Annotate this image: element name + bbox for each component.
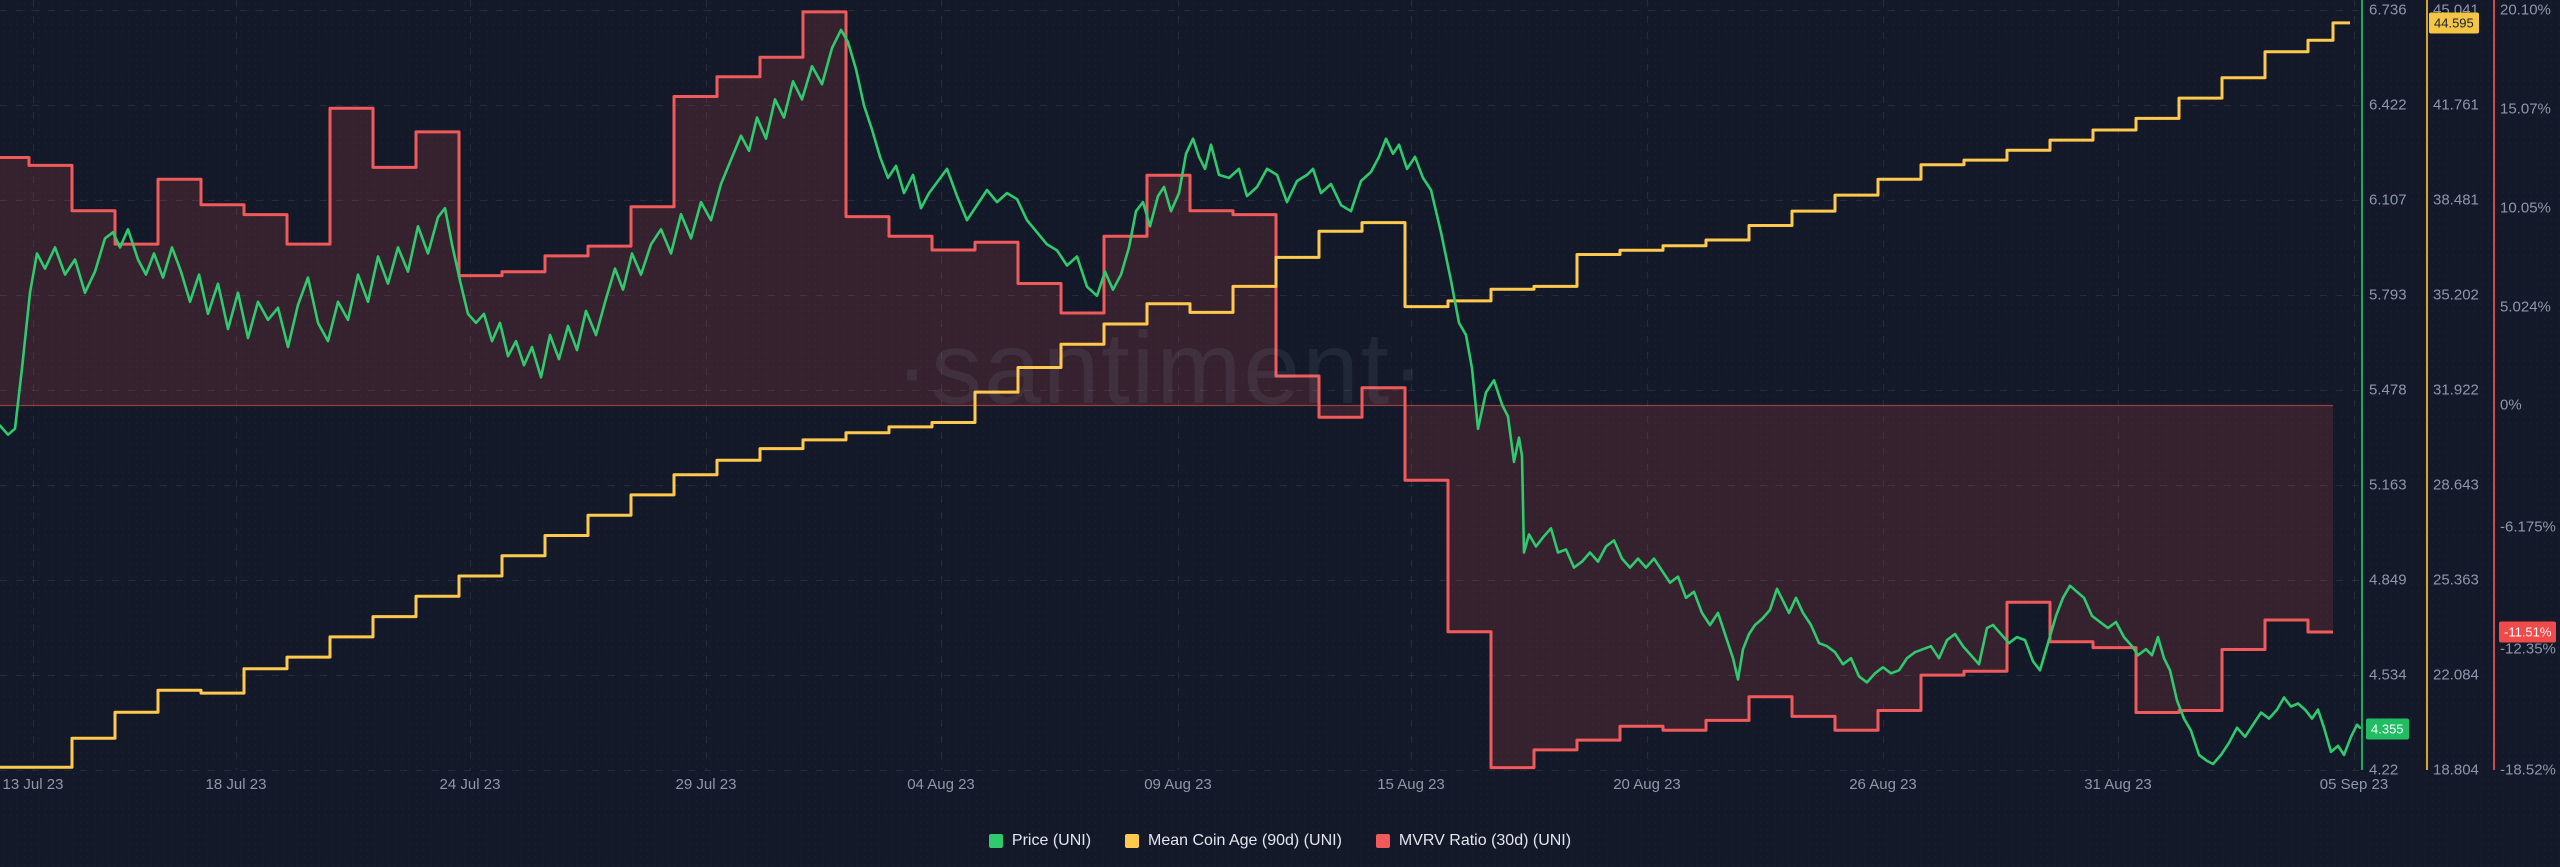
mvrv-axis-tick-label: 15.07% bbox=[2500, 100, 2551, 118]
price-axis-tick-label: 5.793 bbox=[2369, 286, 2407, 304]
mean-coin-age-legend-swatch-icon bbox=[1125, 834, 1140, 848]
x-axis-date-label: 13 Jul 23 bbox=[2, 776, 64, 793]
x-axis-date-label: 05 Sep 23 bbox=[2319, 776, 2389, 793]
price-axis-tick-label: 6.422 bbox=[2369, 96, 2407, 114]
price-axis-tick-label: 4.534 bbox=[2369, 666, 2407, 684]
price-line bbox=[0, 28, 2362, 766]
price-axis-tick-label: 6.107 bbox=[2369, 191, 2407, 209]
x-axis-date-label: 24 Jul 23 bbox=[439, 776, 501, 793]
x-axis-date-label: 18 Jul 23 bbox=[205, 776, 267, 793]
legend-label-mean-coin-age: Mean Coin Age (90d) (UNI) bbox=[1148, 832, 1342, 849]
mvrv-last-value-badge: -11.51% bbox=[2499, 621, 2557, 643]
legend: Price (UNI) Mean Coin Age (90d) (UNI) MV… bbox=[0, 828, 2560, 854]
mean-coin-age-axis-tick-label: 25.363 bbox=[2433, 571, 2479, 589]
price-last-value-badge: 4.355 bbox=[2366, 718, 2409, 740]
x-axis-date-label: 31 Aug 23 bbox=[2084, 776, 2152, 793]
price-axis-tick-label: 6.736 bbox=[2369, 1, 2407, 19]
price-axis-tick-label: 4.849 bbox=[2369, 571, 2407, 589]
price-axis-tick-label: 4.22 bbox=[2369, 761, 2399, 779]
x-axis-date-label: 29 Jul 23 bbox=[675, 776, 737, 793]
x-axis-date-label: 20 Aug 23 bbox=[1613, 776, 1681, 793]
mean-coin-age-axis-tick-label: 18.804 bbox=[2433, 761, 2479, 779]
mvrv-axis-tick-label: -6.175% bbox=[2500, 518, 2556, 536]
mvrv-legend-swatch-icon bbox=[1375, 834, 1390, 848]
legend-item-price[interactable]: Price (UNI) bbox=[988, 832, 1092, 850]
mvrv-axis-tick-label: 5.024% bbox=[2500, 298, 2551, 316]
mean-coin-age-axis-tick-label: 22.084 bbox=[2433, 666, 2479, 684]
mean-coin-age-axis-tick-label: 41.761 bbox=[2433, 96, 2479, 114]
mean-coin-age-axis-tick-label: 31.922 bbox=[2433, 381, 2479, 399]
price-axis-tick-label: 5.478 bbox=[2369, 381, 2407, 399]
x-axis-date-label: 26 Aug 23 bbox=[1849, 776, 1917, 793]
mean-coin-age-axis-tick-label: 28.643 bbox=[2433, 476, 2479, 494]
legend-label-mvrv: MVRV Ratio (30d) (UNI) bbox=[1398, 832, 1572, 849]
mvrv-axis-tick-label: -12.35% bbox=[2500, 640, 2556, 658]
mean-coin-age-last-value-badge: 44.595 bbox=[2429, 12, 2479, 34]
mean-coin-age-axis-tick-label: 38.481 bbox=[2433, 191, 2479, 209]
x-axis-date-label: 09 Aug 23 bbox=[1144, 776, 1212, 793]
x-axis-date-label: 04 Aug 23 bbox=[907, 776, 975, 793]
mvrv-axis-tick-label: 20.10% bbox=[2500, 1, 2551, 19]
santiment-watermark: ·santiment· bbox=[895, 311, 1428, 425]
mvrv-axis-tick-label: 10.05% bbox=[2500, 199, 2551, 217]
mvrv-axis-tick-label: 0% bbox=[2500, 396, 2522, 414]
price-legend-swatch-icon bbox=[988, 834, 1003, 848]
x-axis-date-label: 15 Aug 23 bbox=[1377, 776, 1445, 793]
mvrv-axis-tick-label: -18.52% bbox=[2500, 761, 2556, 779]
mvrv-ratio-line bbox=[0, 10, 2333, 770]
mean-coin-age-line bbox=[0, 21, 2350, 769]
legend-item-mvrv[interactable]: MVRV Ratio (30d) (UNI) bbox=[1375, 832, 1572, 850]
price-axis-tick-label: 5.163 bbox=[2369, 476, 2407, 494]
mvrv-area-fill bbox=[0, 11, 2333, 768]
mean-coin-age-axis-tick-label: 35.202 bbox=[2433, 286, 2479, 304]
legend-item-mean-coin-age[interactable]: Mean Coin Age (90d) (UNI) bbox=[1125, 832, 1342, 850]
legend-label-price: Price (UNI) bbox=[1011, 832, 1092, 849]
